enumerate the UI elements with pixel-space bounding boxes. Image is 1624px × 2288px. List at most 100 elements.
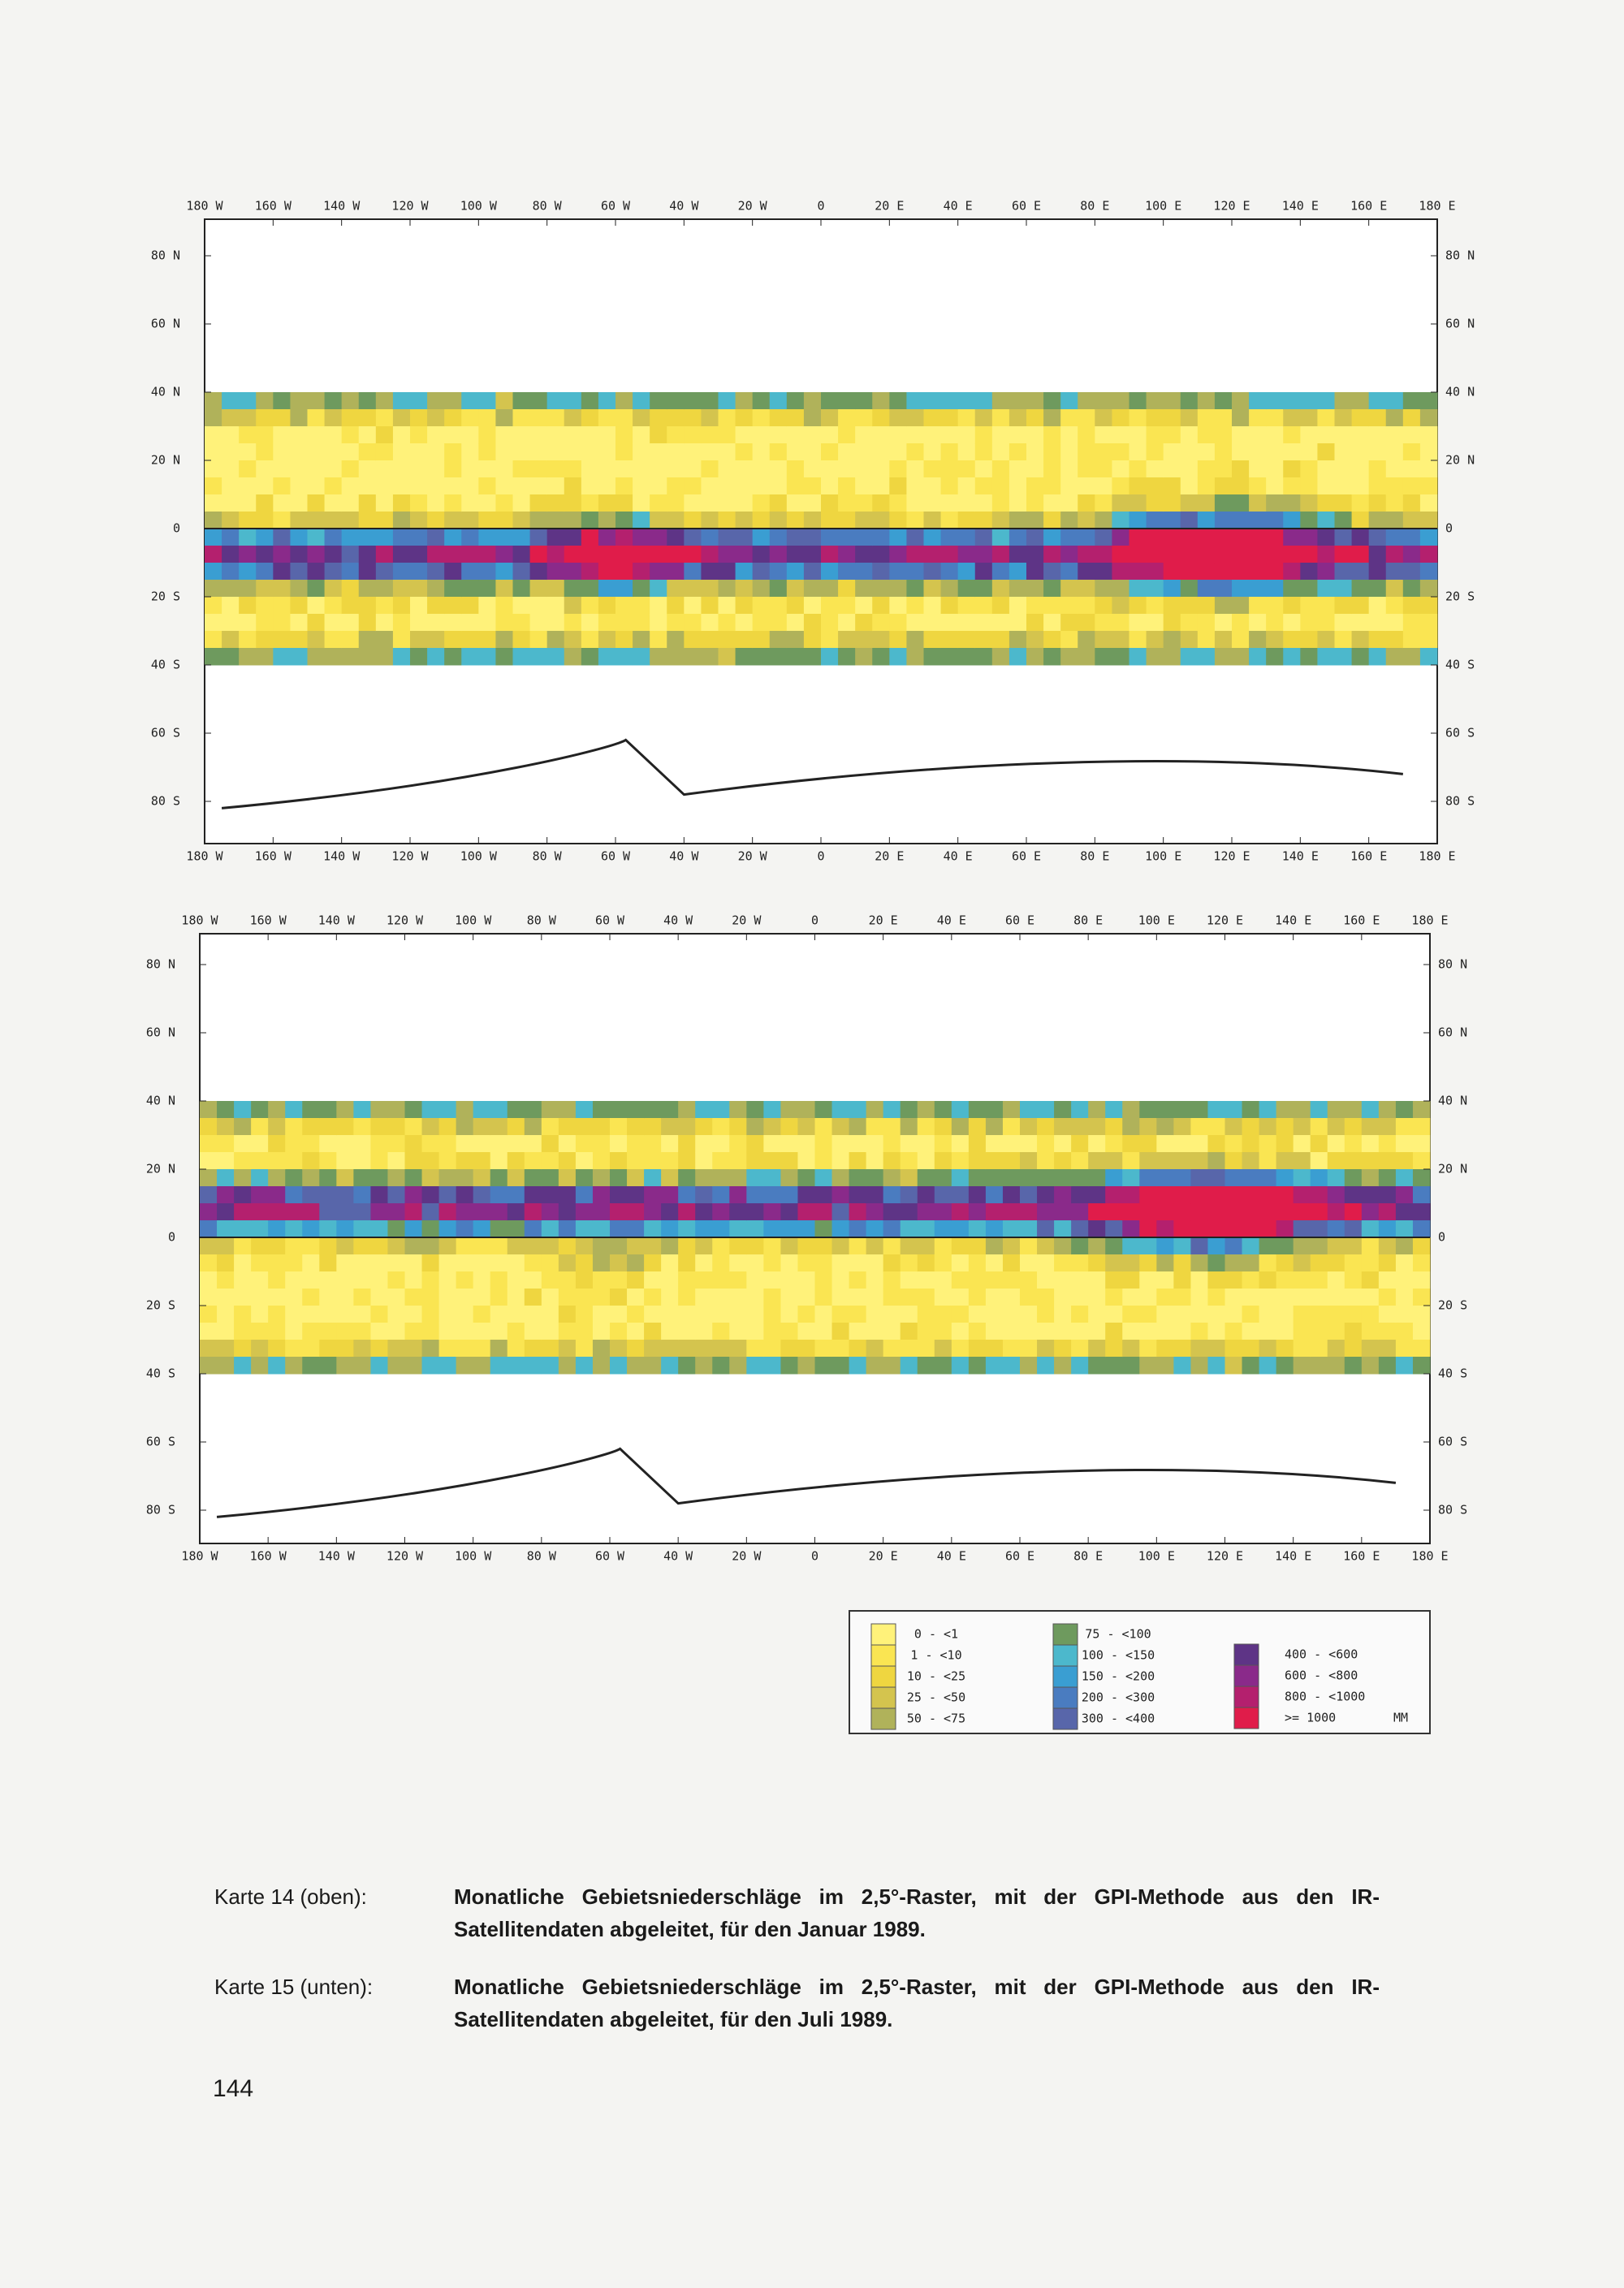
raster-cell xyxy=(1037,1289,1055,1306)
raster-cell xyxy=(906,631,924,649)
raster-cell xyxy=(205,597,222,615)
raster-cell xyxy=(319,1169,337,1187)
raster-cell xyxy=(1122,1169,1140,1187)
raster-cell xyxy=(1283,631,1301,649)
raster-cell xyxy=(1009,460,1027,478)
raster-cell xyxy=(358,477,377,495)
raster-cell xyxy=(849,1135,867,1153)
raster-cell xyxy=(239,494,257,512)
raster-cell xyxy=(883,1101,901,1119)
raster-cell xyxy=(627,1135,645,1153)
raster-cell xyxy=(1190,1118,1208,1136)
raster-cell xyxy=(1293,1152,1311,1170)
raster-cell xyxy=(375,631,394,649)
raster-cell xyxy=(558,1306,577,1323)
raster-cell xyxy=(678,1101,696,1119)
raster-cell xyxy=(1242,1254,1260,1272)
raster-cell xyxy=(1293,1254,1311,1272)
raster-cell xyxy=(1385,512,1404,529)
raster-cell xyxy=(564,477,582,495)
raster-cell xyxy=(1105,1289,1123,1306)
raster-cell xyxy=(592,1152,611,1170)
raster-cell xyxy=(1224,1152,1243,1170)
raster-cell xyxy=(490,1323,508,1340)
raster-cell xyxy=(951,1186,970,1204)
raster-cell xyxy=(1300,426,1318,444)
raster-cell xyxy=(821,631,839,649)
raster-cell xyxy=(473,1101,491,1119)
raster-cell xyxy=(934,1186,952,1204)
raster-cell xyxy=(872,512,890,529)
raster-cell xyxy=(392,580,411,598)
raster-cell xyxy=(1395,1237,1414,1255)
raster-cell xyxy=(495,494,513,512)
raster-cell xyxy=(473,1237,491,1255)
raster-cell xyxy=(866,1203,884,1221)
raster-cell xyxy=(1385,494,1404,512)
raster-cell xyxy=(473,1271,491,1289)
raster-cell xyxy=(610,1220,628,1238)
raster-cell xyxy=(951,1289,970,1306)
raster-cell xyxy=(917,1135,935,1153)
raster-cell xyxy=(633,597,650,615)
lon-label: 120 W xyxy=(387,913,424,928)
raster-cell xyxy=(968,1203,987,1221)
raster-cell xyxy=(735,614,754,632)
raster-cell xyxy=(1078,494,1095,512)
raster-cell xyxy=(735,443,754,461)
raster-cell xyxy=(341,648,360,666)
raster-cell xyxy=(797,1220,815,1238)
raster-cell xyxy=(1071,1135,1089,1153)
lon-label: 160 E xyxy=(1350,199,1387,214)
raster-cell xyxy=(524,1289,542,1306)
raster-cell xyxy=(495,460,513,478)
raster-cell xyxy=(831,1254,850,1272)
raster-cell xyxy=(906,546,924,563)
raster-cell xyxy=(1378,1271,1397,1289)
raster-cell xyxy=(1368,443,1387,461)
raster-cell xyxy=(1300,460,1318,478)
raster-cell xyxy=(268,1152,286,1170)
raster-cell xyxy=(404,1340,423,1358)
raster-cell xyxy=(661,1340,679,1358)
raster-cell xyxy=(1009,631,1027,649)
raster-cell xyxy=(1190,1271,1208,1289)
raster-cell xyxy=(923,460,942,478)
raster-cell xyxy=(1276,1237,1294,1255)
raster-cell xyxy=(490,1306,508,1323)
raster-cell xyxy=(678,1323,696,1340)
raster-cell xyxy=(1361,1101,1380,1119)
raster-cell xyxy=(495,512,513,529)
raster-cell xyxy=(438,1203,457,1221)
raster-cell xyxy=(1020,1152,1038,1170)
raster-cell xyxy=(324,409,343,427)
raster-cell xyxy=(1368,409,1387,427)
raster-cell xyxy=(251,1254,269,1272)
raster-cell xyxy=(581,563,599,581)
raster-cell xyxy=(1378,1118,1397,1136)
raster-cell xyxy=(473,1118,491,1136)
raster-cell xyxy=(940,631,959,649)
raster-cell xyxy=(285,1306,303,1323)
raster-cell xyxy=(934,1101,952,1119)
lon-label: 120 E xyxy=(1207,913,1243,928)
raster-cell xyxy=(718,614,736,632)
lon-label: 20 E xyxy=(875,849,904,864)
raster-cell xyxy=(985,1152,1004,1170)
raster-cell xyxy=(541,1340,559,1358)
raster-cell xyxy=(392,477,411,495)
raster-cell xyxy=(529,494,548,512)
raster-cell xyxy=(1043,443,1061,461)
raster-cell xyxy=(1276,1101,1294,1119)
raster-cell xyxy=(307,460,326,478)
raster-cell xyxy=(627,1271,645,1289)
raster-cell xyxy=(217,1357,235,1375)
raster-cell xyxy=(633,443,650,461)
raster-cell xyxy=(1402,426,1421,444)
raster-cell xyxy=(1026,460,1044,478)
raster-cell xyxy=(558,1289,577,1306)
raster-cell xyxy=(512,477,531,495)
raster-cell xyxy=(1105,1186,1123,1204)
raster-cell xyxy=(900,1323,918,1340)
raster-cell xyxy=(1139,1271,1157,1289)
